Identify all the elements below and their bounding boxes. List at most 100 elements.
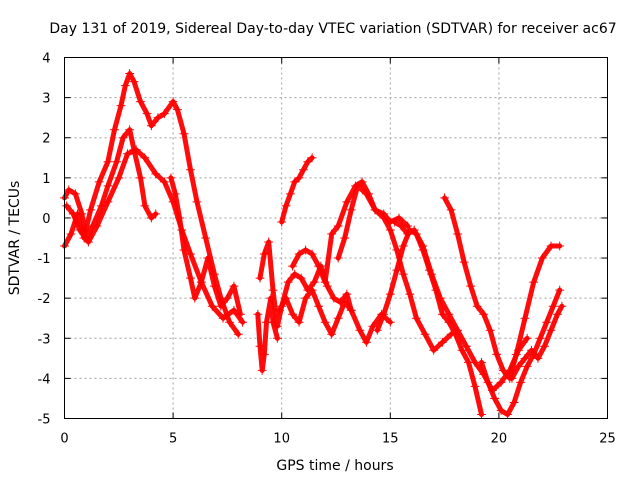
y-tick-label: -4 [38, 372, 51, 387]
x-tick-label: 25 [599, 432, 616, 447]
series-track-4 [166, 173, 245, 319]
data-point-marker [255, 341, 265, 351]
data-point-marker [253, 309, 263, 319]
data-point-marker [453, 229, 463, 239]
data-point-marker [429, 345, 439, 355]
data-point-marker [70, 189, 80, 199]
data-point-marker [453, 325, 463, 335]
data-point-marker [346, 305, 356, 315]
data-point-marker [192, 197, 202, 207]
data-point-marker [420, 329, 430, 339]
data-point-marker [222, 293, 232, 303]
data-point-marker [201, 233, 211, 243]
data-point-marker [479, 309, 489, 319]
data-point-marker [168, 97, 178, 107]
data-point-marker [461, 341, 471, 351]
series-line [479, 287, 563, 417]
data-point-marker [353, 181, 363, 191]
data-point-marker [372, 325, 382, 335]
data-point-marker [314, 301, 324, 311]
series-line [335, 183, 454, 353]
data-point-marker [103, 197, 113, 207]
data-point-marker [301, 245, 311, 255]
data-point-marker [540, 341, 550, 351]
data-point-marker [511, 349, 521, 359]
data-point-marker [314, 261, 324, 271]
data-point-marker [103, 181, 113, 191]
data-point-marker [385, 289, 395, 299]
data-point-marker [522, 333, 532, 343]
y-tick-label: -2 [38, 292, 51, 307]
x-tick-label: 0 [60, 432, 68, 447]
y-tick-label: 1 [42, 172, 50, 187]
data-point-marker [327, 329, 337, 339]
plot-frame [64, 57, 608, 419]
data-point-marker [398, 241, 408, 251]
data-point-marker [555, 285, 565, 295]
data-point-marker [542, 317, 552, 327]
data-point-marker [255, 273, 265, 283]
data-point-marker [392, 245, 402, 255]
data-point-marker [557, 301, 567, 311]
data-point-marker [294, 173, 304, 183]
data-point-marker [185, 249, 195, 259]
data-point-marker [118, 133, 128, 143]
series-track-9 [288, 177, 413, 287]
data-point-marker [66, 229, 76, 239]
data-point-marker [526, 345, 536, 355]
data-point-marker [218, 313, 228, 323]
axis-ticks: 0 5 10 15 20 25 -5 -4 -3 -2 -1 0 1 2 3 4 [38, 52, 616, 447]
data-point-marker [264, 237, 274, 247]
data-point-marker [361, 189, 371, 199]
data-point-marker [190, 293, 200, 303]
data-point-marker [385, 225, 395, 235]
y-tick-label: 2 [42, 132, 50, 147]
data-point-marker [320, 277, 330, 287]
series-track-7 [277, 153, 317, 227]
data-point-marker [185, 165, 195, 175]
data-point-marker [275, 305, 285, 315]
data-point-marker [483, 377, 493, 387]
series-line [62, 127, 159, 241]
x-tick-label: 10 [273, 432, 290, 447]
data-point-marker [207, 301, 217, 311]
data-point-marker [394, 213, 404, 223]
y-tick-label: -5 [38, 413, 51, 428]
data-point-marker [140, 201, 150, 211]
data-point-marker [405, 289, 415, 299]
data-point-marker [398, 269, 408, 279]
y-tick-label: 3 [42, 92, 50, 107]
data-point-marker [342, 197, 352, 207]
x-axis-label: GPS time / hours [276, 458, 393, 474]
data-point-marker [513, 361, 523, 371]
data-point-marker [153, 113, 163, 123]
data-point-marker [355, 325, 365, 335]
data-point-marker [83, 237, 93, 247]
data-point-marker [272, 333, 282, 343]
data-point-marker [435, 293, 445, 303]
data-point-marker [142, 109, 152, 119]
data-point-marker [92, 221, 102, 231]
data-point-marker [327, 229, 337, 239]
data-point-marker [446, 205, 456, 215]
series-track-3 [62, 145, 248, 327]
data-point-marker [225, 317, 235, 327]
data-point-marker [216, 301, 226, 311]
y-tick-label: -3 [38, 332, 51, 347]
data-point-marker [340, 233, 350, 243]
data-point-marker [298, 165, 308, 175]
series-track-13 [440, 193, 565, 383]
y-tick-label: -1 [38, 252, 51, 267]
series-line [64, 147, 246, 325]
data-point-marker [129, 77, 139, 87]
data-point-marker [333, 313, 343, 323]
data-point-marker [272, 321, 282, 331]
data-point-marker [151, 169, 161, 179]
data-point-marker [151, 209, 161, 219]
x-tick-label: 15 [382, 432, 399, 447]
data-point-marker [166, 173, 176, 183]
data-point-marker [296, 273, 306, 283]
data-point-marker [103, 157, 113, 167]
data-point-marker [496, 405, 506, 415]
data-point-marker [281, 201, 291, 211]
